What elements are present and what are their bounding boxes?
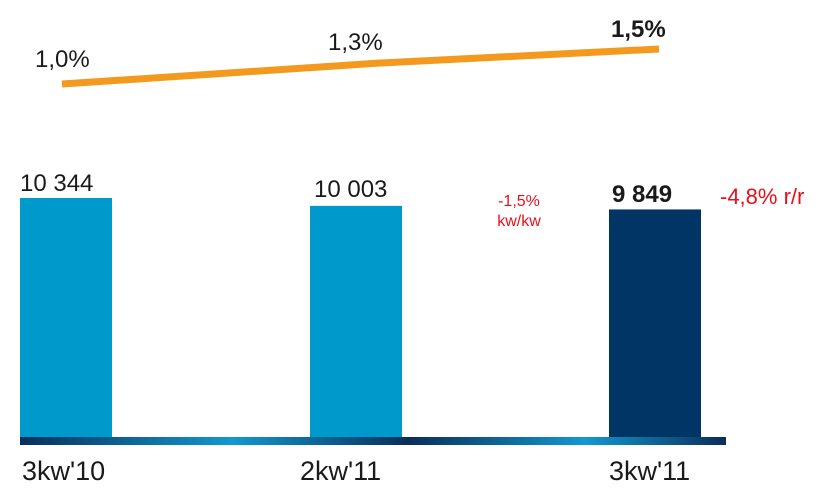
trend-line — [61, 45, 660, 88]
qq-change-annotation: -1,5% kw/kw — [477, 192, 561, 232]
bar-2kw11 — [310, 205, 402, 437]
qq-change-value: -1,5% — [498, 193, 540, 210]
bar-value-2kw11: 10 003 — [314, 176, 388, 203]
line-group — [61, 45, 660, 88]
bar-3kw11 — [609, 209, 701, 437]
category-label-2kw11: 2kw'11 — [300, 456, 382, 486]
chart-baseline — [20, 437, 726, 445]
line-label-3kw11: 1,5% — [611, 16, 666, 43]
bar-3kw10 — [20, 198, 112, 437]
bars-group — [20, 198, 701, 437]
line-label-2kw11: 1,3% — [328, 29, 383, 56]
line-label-3kw10: 1,0% — [35, 46, 90, 73]
bar-value-3kw11: 9 849 — [612, 181, 673, 208]
yy-change-annotation: -4,8% r/r — [720, 184, 805, 209]
qq-change-unit: kw/kw — [497, 213, 541, 230]
category-label-3kw11: 3kw'11 — [609, 456, 691, 486]
category-label-3kw10: 3kw'10 — [22, 456, 106, 486]
bar-value-3kw10: 10 344 — [20, 170, 94, 197]
